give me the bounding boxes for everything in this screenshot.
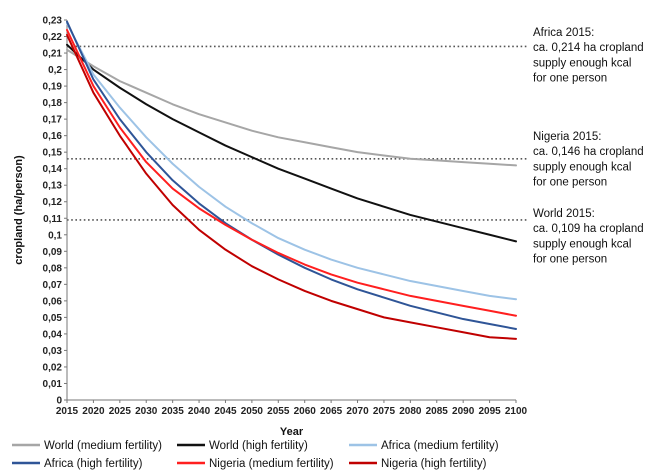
y-tick-label: 0,07 bbox=[43, 280, 63, 291]
y-tick-label: 0,09 bbox=[43, 247, 63, 258]
series-line bbox=[66, 43, 517, 243]
annotation-text: Africa 2015: bbox=[533, 27, 594, 39]
y-tick-label: 0,19 bbox=[43, 82, 63, 93]
x-axis-ticks: 2015 2020 2025 2030 2035 2040 2045 2050 2055 2060… bbox=[56, 400, 528, 417]
legend-label: Nigeria (high fertility) bbox=[381, 458, 487, 470]
x-tick-label: 2090 bbox=[452, 406, 475, 417]
y-tick-label: 0,04 bbox=[43, 329, 63, 340]
y-tick-label: 0,1 bbox=[48, 230, 62, 241]
annotation-text: ca. 0,146 ha cropland bbox=[533, 146, 644, 158]
y-tick-label: 0,17 bbox=[43, 115, 63, 126]
series-line bbox=[66, 33, 517, 340]
x-tick-label: 2055 bbox=[267, 406, 290, 417]
x-tick-label: 2100 bbox=[505, 406, 528, 417]
series-line bbox=[66, 20, 517, 330]
y-axis-ticks: 0 0,01 0,02 0,03 0,04 0,05 0,06 0,07 0,08 0,09 0,1… bbox=[43, 16, 67, 407]
y-axis-title: cropland (ha/person) bbox=[13, 155, 25, 265]
reference-lines bbox=[67, 45, 527, 221]
y-tick-label: 0,16 bbox=[43, 131, 63, 142]
x-tick-label: 2035 bbox=[162, 406, 185, 417]
annotation-text: for one person bbox=[533, 254, 607, 266]
x-tick-label: 2095 bbox=[478, 406, 501, 417]
x-tick-label: 2065 bbox=[320, 406, 343, 417]
legend-label: Nigeria (medium fertility) bbox=[209, 458, 334, 470]
y-tick-label: 0,06 bbox=[43, 296, 63, 307]
x-tick-label: 2060 bbox=[294, 406, 317, 417]
x-tick-label: 2040 bbox=[188, 406, 211, 417]
y-tick-label: 0,03 bbox=[43, 346, 63, 357]
annotation-text: supply enough kcal bbox=[533, 57, 631, 69]
x-tick-label: 2050 bbox=[241, 406, 264, 417]
x-axis-title: Year bbox=[280, 426, 304, 438]
y-tick-label: 0,15 bbox=[43, 148, 63, 159]
y-tick-label: 0,12 bbox=[43, 197, 63, 208]
legend-label: World (medium fertility) bbox=[44, 440, 162, 452]
series-line bbox=[66, 28, 517, 317]
y-tick-label: 0,2 bbox=[48, 65, 62, 76]
x-tick-label: 2085 bbox=[426, 406, 449, 417]
annotation-text: for one person bbox=[533, 177, 607, 189]
legend: World (medium fertility) World (high fert… bbox=[12, 440, 499, 470]
annotation-text: for one person bbox=[533, 73, 607, 85]
y-tick-label: 0 bbox=[56, 396, 62, 407]
series-lines bbox=[66, 20, 517, 340]
legend-label: World (high fertility) bbox=[209, 440, 308, 452]
y-tick-label: 0,21 bbox=[43, 49, 63, 60]
annotation-text: World 2015: bbox=[533, 208, 595, 220]
y-tick-label: 0,23 bbox=[43, 16, 63, 27]
y-tick-label: 0,22 bbox=[43, 32, 63, 43]
y-tick-label: 0,02 bbox=[43, 362, 63, 373]
annotation-text: supply enough kcal bbox=[533, 161, 631, 173]
x-tick-label: 2020 bbox=[82, 406, 105, 417]
annotation-text: supply enough kcal bbox=[533, 238, 631, 250]
axes bbox=[66, 20, 516, 401]
x-tick-label: 2030 bbox=[135, 406, 158, 417]
x-tick-label: 2015 bbox=[56, 406, 79, 417]
annotations: Africa 2015: ca. 0,214 ha cropland supply … bbox=[533, 27, 644, 266]
x-tick-label: 2045 bbox=[214, 406, 237, 417]
series-line bbox=[66, 22, 517, 301]
legend-label: Africa (high fertility) bbox=[44, 458, 143, 470]
x-tick-label: 2025 bbox=[109, 406, 132, 417]
y-tick-label: 0,11 bbox=[43, 214, 62, 225]
legend-label: Africa (medium fertility) bbox=[381, 440, 499, 452]
y-tick-label: 0,18 bbox=[43, 98, 63, 109]
annotation-text: ca. 0,214 ha cropland bbox=[533, 42, 644, 54]
annotation-text: ca. 0,109 ha cropland bbox=[533, 223, 644, 235]
series-line bbox=[66, 48, 517, 167]
y-tick-label: 0,14 bbox=[43, 164, 63, 175]
y-tick-label: 0,05 bbox=[43, 313, 63, 324]
y-tick-label: 0,13 bbox=[43, 181, 63, 192]
y-tick-label: 0,01 bbox=[43, 379, 63, 390]
x-tick-label: 2080 bbox=[399, 406, 422, 417]
x-tick-label: 2070 bbox=[346, 406, 369, 417]
x-tick-label: 2075 bbox=[373, 406, 396, 417]
y-tick-label: 0,08 bbox=[43, 263, 63, 274]
annotation-text: Nigeria 2015: bbox=[533, 131, 601, 143]
